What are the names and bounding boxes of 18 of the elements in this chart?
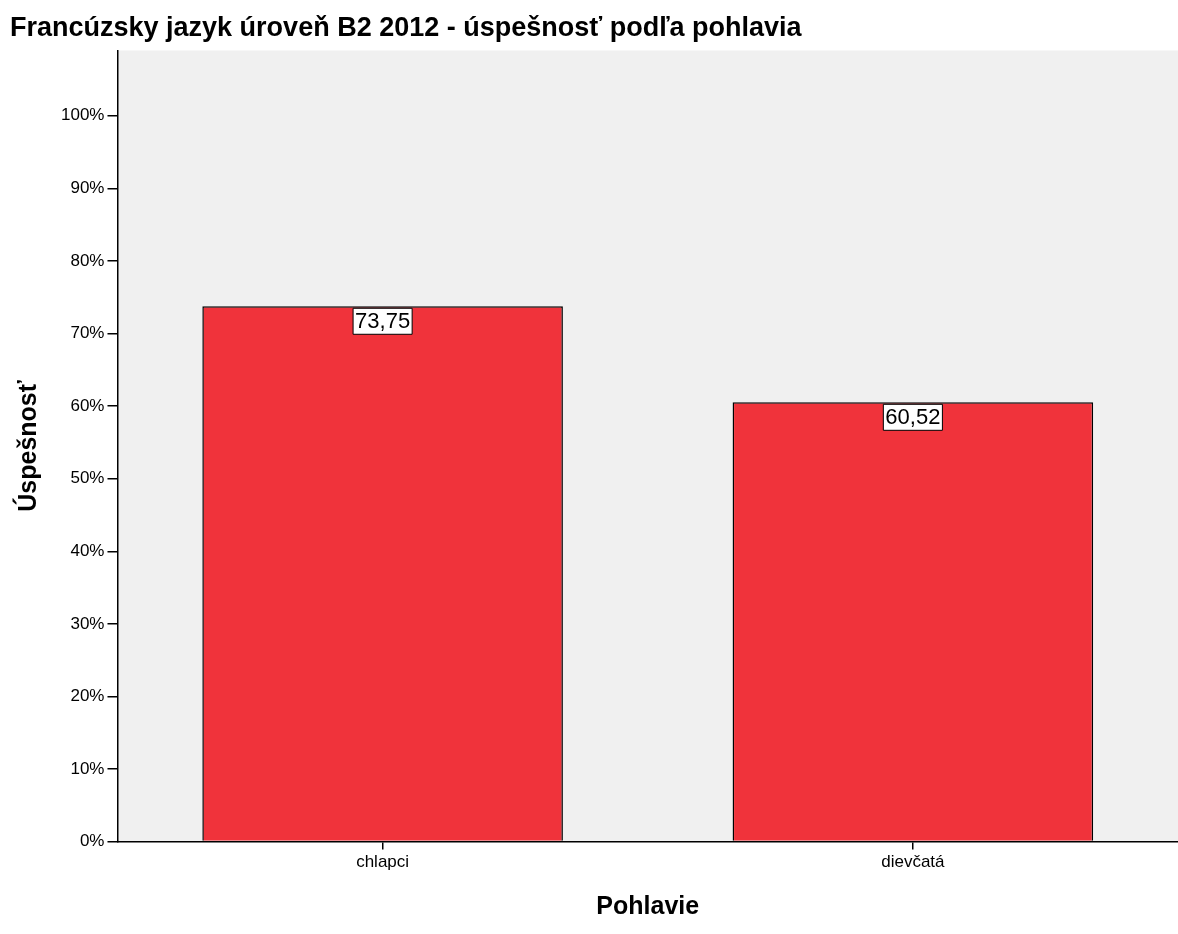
y-tick-label: 30% bbox=[70, 613, 105, 633]
y-axis-title: Úspešnosť bbox=[11, 380, 41, 512]
chart-title: Francúzsky jazyk úroveň B2 2012 - úspešnosť podľa pohlavia bbox=[10, 11, 803, 42]
y-tick-label: 70% bbox=[70, 323, 105, 343]
data-label: 73,75 bbox=[355, 308, 411, 334]
y-tick-label: 0% bbox=[79, 831, 105, 851]
y-tick-label: 20% bbox=[70, 686, 105, 706]
data-label: 60,52 bbox=[885, 404, 941, 430]
y-tick-label: 40% bbox=[70, 540, 105, 560]
y-tick-label: 50% bbox=[70, 468, 105, 488]
x-tick-label: chlapci bbox=[356, 852, 410, 872]
y-tick-label: 100% bbox=[61, 105, 105, 125]
y-tick-label: 60% bbox=[70, 395, 105, 415]
y-tick-label: 80% bbox=[70, 250, 105, 270]
x-axis-title: Pohlavie bbox=[596, 890, 700, 919]
y-tick-label: 90% bbox=[70, 178, 105, 197]
x-tick-label: dievčatá bbox=[881, 852, 946, 872]
y-tick-label: 10% bbox=[70, 758, 105, 778]
